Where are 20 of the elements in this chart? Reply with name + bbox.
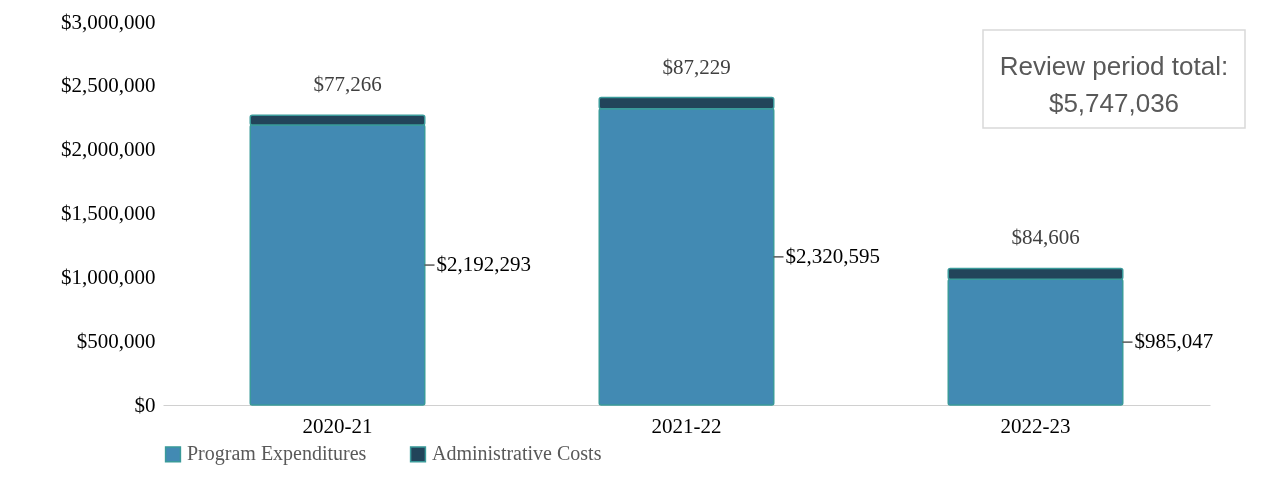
legend-label: Program Expenditures [187, 442, 367, 466]
annotation: $5,747,036 [1048, 88, 1180, 118]
data-label: $2,320,595 [785, 243, 880, 268]
x-tick-label: 2022-23 [1000, 413, 1071, 438]
data-label: $87,229 [662, 54, 731, 79]
y-tick-label: $3,000,000 [61, 9, 156, 34]
y-tick-label: $2,000,000 [61, 137, 156, 162]
y-tick-label: $2,500,000 [61, 73, 156, 98]
data-label: $2,192,293 [436, 252, 531, 277]
legend-label: Administrative Costs [432, 442, 602, 465]
data-label: $77,266 [313, 72, 382, 97]
y-tick-label: $1,500,000 [61, 201, 156, 225]
y-tick-label: $0 [134, 392, 156, 417]
data-label: $84,606 [1011, 225, 1080, 250]
y-tick-label: $1,000,000 [61, 264, 156, 289]
x-tick-label: 2021-22 [651, 413, 722, 438]
data-label: $985,047 [1134, 329, 1214, 354]
annotation: Review period total: [999, 51, 1229, 81]
x-tick-label: 2020-21 [302, 413, 373, 438]
y-tick-label: $500,000 [76, 328, 156, 353]
